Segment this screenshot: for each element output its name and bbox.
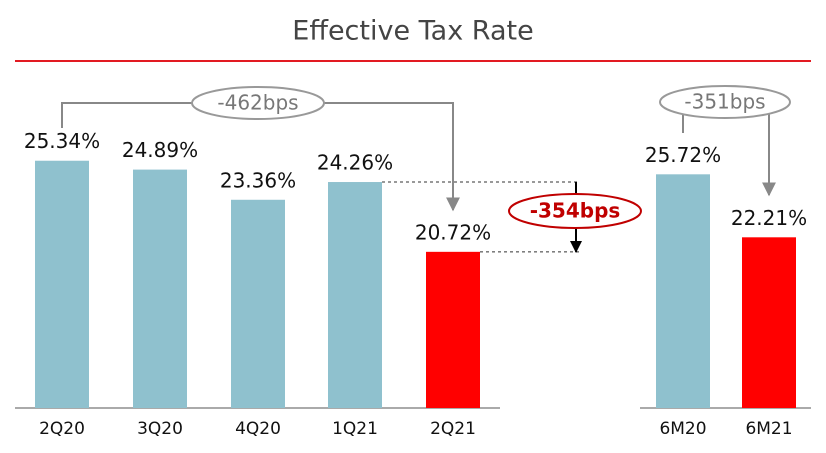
annotation-oval: [191, 86, 325, 120]
bar: [656, 174, 710, 408]
x-tick-label: 4Q20: [235, 419, 281, 439]
value-label: 25.34%: [24, 129, 100, 153]
bar: [133, 169, 187, 408]
value-label: 24.89%: [122, 138, 198, 162]
annotation: -462bps: [217, 91, 298, 115]
x-tick-label: 2Q21: [430, 419, 476, 439]
x-tick-label: 6M20: [659, 419, 706, 439]
annotation: -351bps: [684, 90, 765, 114]
value-label: 24.26%: [317, 151, 393, 175]
x-tick-label: 1Q21: [332, 419, 378, 439]
annotation: -354bps: [530, 199, 621, 223]
bar: [35, 160, 89, 408]
x-tick-label: 2Q20: [39, 419, 85, 439]
annotation-oval: [659, 85, 791, 119]
value-label: 22.21%: [731, 206, 807, 230]
chart-title: Effective Tax Rate: [292, 16, 533, 47]
value-label: 23.36%: [220, 168, 296, 192]
bar: [426, 251, 480, 408]
value-label: 20.72%: [415, 220, 491, 244]
bar: [328, 182, 382, 408]
x-tick-label: 3Q20: [137, 419, 183, 439]
value-label: 25.72%: [645, 143, 721, 167]
bar: [231, 199, 285, 408]
annotation-oval: [508, 193, 642, 229]
bar: [742, 237, 796, 408]
x-tick-label: 6M21: [745, 419, 792, 439]
